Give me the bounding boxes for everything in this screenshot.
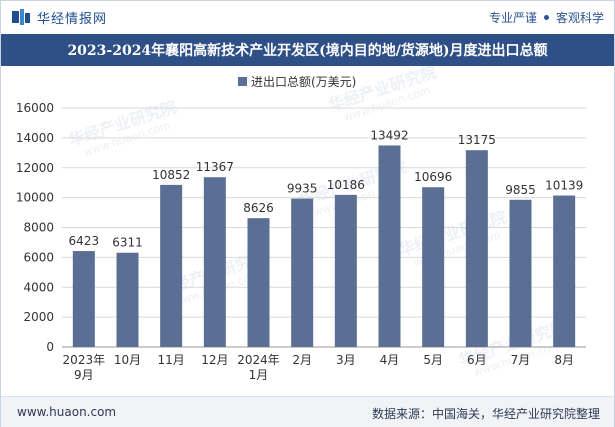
bar bbox=[116, 252, 139, 347]
y-tick-label: 14000 bbox=[16, 131, 54, 145]
data-label: 10852 bbox=[152, 168, 190, 182]
bar bbox=[160, 184, 183, 347]
slogan-left: 专业严谨 bbox=[488, 11, 537, 25]
bar bbox=[247, 218, 270, 347]
bar bbox=[291, 198, 314, 347]
footer-site-link[interactable]: www.huaon.com bbox=[17, 405, 117, 419]
slogan-dot-icon bbox=[543, 15, 549, 20]
y-tick-label: 2000 bbox=[23, 310, 54, 324]
x-tick-label: 10月 bbox=[114, 353, 141, 367]
x-tick-label: 2023年 bbox=[63, 353, 106, 367]
slogan: 专业严谨 客观科学 bbox=[489, 9, 604, 26]
data-label: 10696 bbox=[414, 170, 452, 184]
data-label: 13492 bbox=[370, 128, 408, 142]
x-tick-label: 1月 bbox=[249, 368, 269, 382]
x-tick-label: 5月 bbox=[423, 353, 443, 367]
data-label: 13175 bbox=[458, 133, 496, 147]
x-tick-label: 8月 bbox=[554, 353, 574, 367]
footer: www.huaon.com 数据来源：中国海关，华经产业研究院整理 bbox=[1, 396, 614, 427]
y-tick-label: 10000 bbox=[16, 191, 54, 205]
bar bbox=[465, 150, 488, 347]
bar bbox=[422, 187, 445, 347]
bar bbox=[509, 199, 532, 347]
huajing-logo-icon bbox=[12, 9, 30, 25]
data-label: 8626 bbox=[243, 201, 274, 215]
brand[interactable]: 华经情报网 bbox=[11, 8, 108, 27]
y-tick-label: 16000 bbox=[16, 101, 54, 115]
y-tick-label: 4000 bbox=[23, 280, 54, 294]
data-label: 10139 bbox=[545, 179, 583, 193]
x-tick-label: 12月 bbox=[201, 353, 228, 367]
top-bar: 华经情报网 专业严谨 客观科学 bbox=[1, 1, 614, 34]
data-label: 9855 bbox=[505, 183, 536, 197]
legend-label: 进出口总额(万美元) bbox=[251, 75, 356, 89]
slogan-right: 客观科学 bbox=[555, 11, 604, 25]
y-tick-label: 6000 bbox=[23, 250, 54, 264]
x-tick-label: 9月 bbox=[74, 368, 94, 382]
x-tick-label: 2024年 bbox=[237, 353, 280, 367]
bar bbox=[334, 194, 357, 347]
bar bbox=[203, 177, 226, 347]
footer-source: 数据来源：中国海关，华经产业研究院整理 bbox=[371, 407, 600, 421]
x-tick-label: 3月 bbox=[336, 353, 356, 367]
data-label: 10186 bbox=[327, 178, 365, 192]
chart-area: 华经产业研究院 www.huaon.com 华经产业研究院 www.huaon.com… bbox=[1, 62, 614, 396]
y-tick-label: 8000 bbox=[23, 221, 54, 235]
x-tick-label: 6月 bbox=[467, 353, 487, 367]
chart-title: 2023-2024年襄阳高新技术产业开发区(境内目的地/货源地)月度进出口总额 bbox=[1, 34, 614, 66]
bar bbox=[378, 145, 401, 347]
data-label: 6423 bbox=[69, 234, 100, 248]
data-label: 9935 bbox=[287, 182, 318, 196]
data-label: 11367 bbox=[196, 160, 234, 174]
x-tick-label: 7月 bbox=[511, 353, 531, 367]
bar-chart: 华经产业研究院www.huaon.com华经产业研究院www.huaon.com… bbox=[16, 62, 586, 382]
y-tick-label: 0 bbox=[46, 340, 54, 354]
legend-swatch bbox=[238, 77, 247, 86]
bar bbox=[72, 251, 95, 347]
bar bbox=[553, 195, 576, 347]
x-tick-label: 11月 bbox=[158, 353, 185, 367]
data-label: 6311 bbox=[112, 236, 143, 250]
x-tick-label: 2月 bbox=[292, 353, 312, 367]
brand-name: 华经情报网 bbox=[37, 11, 108, 27]
y-tick-label: 12000 bbox=[16, 161, 54, 175]
x-tick-label: 4月 bbox=[380, 353, 400, 367]
